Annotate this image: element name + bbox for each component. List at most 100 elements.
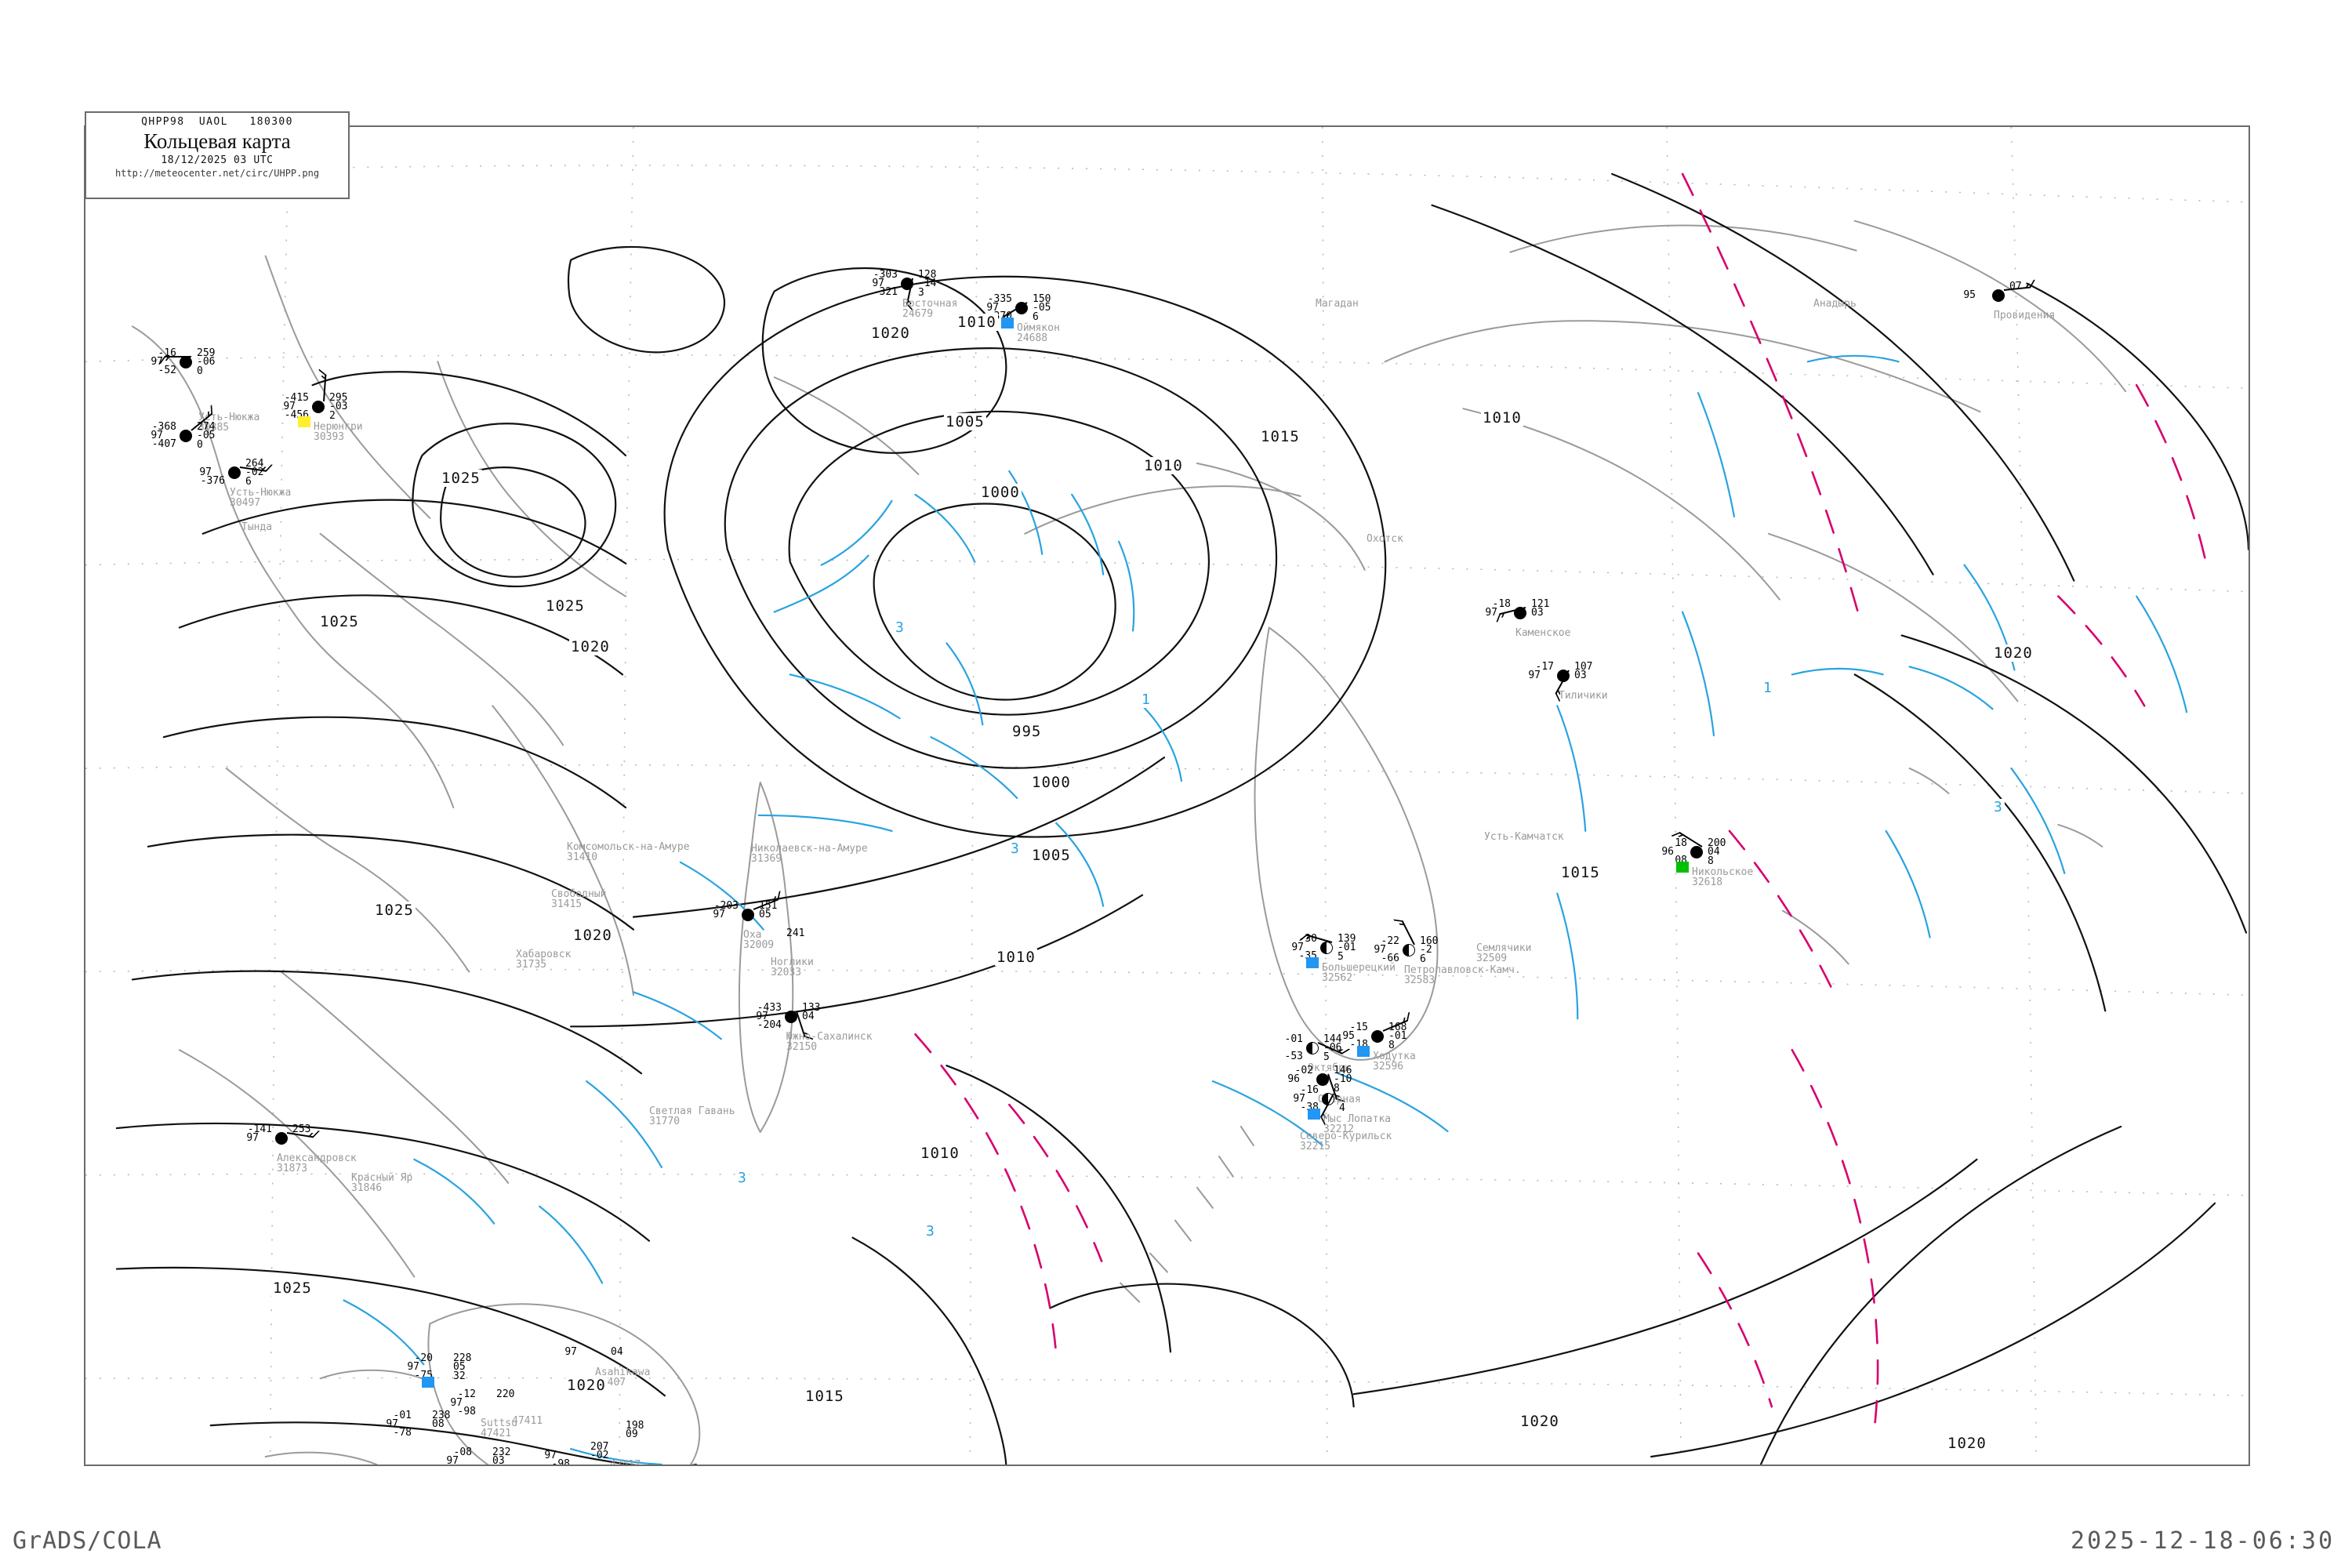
past-weather-value: 6 bbox=[245, 476, 252, 488]
past-weather-value: 6 bbox=[1420, 953, 1426, 965]
station-name: Анадырь bbox=[1813, 298, 1857, 310]
station-id: 32618 bbox=[1692, 877, 1723, 888]
isobar-label: 1025 bbox=[271, 1279, 314, 1297]
past-weather-value: 5 bbox=[1323, 1051, 1330, 1063]
station-name: Хабаровск bbox=[516, 949, 572, 960]
bulletin-header: QHPP98 UAOL 180300 bbox=[141, 116, 293, 128]
temperature-value: -01 bbox=[1284, 1033, 1303, 1045]
cloud-cover-icon bbox=[1320, 942, 1333, 954]
temperature-value: -15 bbox=[1349, 1022, 1368, 1033]
precipitation-marker bbox=[298, 416, 310, 427]
page-title: Кольцевая карта bbox=[143, 129, 291, 153]
precipitation-marker bbox=[1357, 1046, 1370, 1057]
visibility-value: 97 bbox=[446, 1455, 459, 1466]
past-weather-value: 3 bbox=[918, 287, 924, 299]
station-name: Охотск bbox=[1367, 533, 1403, 545]
pressure-value: 07 bbox=[2009, 281, 2022, 292]
render-timestamp: 2025-12-18-06:30 bbox=[2071, 1527, 2335, 1555]
station-name: Нерюнгри bbox=[314, 421, 363, 433]
graticule bbox=[85, 127, 2249, 1465]
temperature-value: -433 bbox=[757, 1002, 782, 1014]
precipitation-marker bbox=[422, 1377, 434, 1388]
isobar-label: 1025 bbox=[544, 597, 586, 615]
pressure-value: 146 bbox=[1334, 1065, 1352, 1076]
temperature-value: -16 bbox=[158, 347, 176, 359]
title-box: QHPP98 UAOL 180300 Кольцевая карта 18/12… bbox=[85, 111, 350, 199]
pressure-tendency-value: -02 bbox=[245, 466, 264, 478]
visibility-value: 97 bbox=[872, 278, 884, 289]
isotherm-label: 3 bbox=[736, 1170, 749, 1186]
isotherm-label: 1 bbox=[1140, 691, 1152, 708]
pressure-value: 259 bbox=[197, 347, 216, 359]
pressure-tendency-value: -10 bbox=[1334, 1073, 1352, 1085]
dewpoint-value: -407 bbox=[151, 438, 176, 450]
pressure-value: 160 bbox=[1420, 935, 1439, 947]
dewpoint-value: -66 bbox=[1381, 953, 1399, 964]
cloud-cover-icon bbox=[1403, 944, 1415, 956]
station-name: Тында bbox=[241, 521, 273, 533]
isobar-label: 1025 bbox=[318, 613, 361, 630]
station-name: Оймякон bbox=[1017, 322, 1060, 334]
isobar-label: 1015 bbox=[804, 1388, 846, 1405]
pressure-value: 238 bbox=[432, 1410, 451, 1421]
dewpoint-value: -78 bbox=[393, 1427, 412, 1439]
isobar-label: 1020 bbox=[1946, 1435, 1988, 1452]
cloud-cover-icon bbox=[1306, 1042, 1319, 1054]
past-weather-value: 6 bbox=[1033, 311, 1039, 323]
visibility-value: 97 bbox=[151, 430, 163, 441]
dewpoint-value: -78 bbox=[454, 1465, 472, 1466]
dewpoint-value: -321 bbox=[873, 286, 898, 298]
pressure-tendency-value: 09 bbox=[626, 1428, 638, 1440]
station-id: 32215 bbox=[1300, 1141, 1331, 1152]
visibility-value: 97 bbox=[756, 1011, 768, 1022]
visibility-value: 97 bbox=[1528, 670, 1541, 681]
isobar-label: 1020 bbox=[869, 325, 912, 342]
temperature-value: -16 bbox=[1300, 1084, 1319, 1096]
station-id: 32009 bbox=[743, 939, 775, 951]
cloud-cover-icon bbox=[312, 401, 325, 413]
isobar-label: 1020 bbox=[1992, 644, 2034, 662]
visibility-value: 95 bbox=[1963, 289, 1976, 301]
isotherm-label: 3 bbox=[924, 1223, 937, 1240]
isotherm-label: 3 bbox=[1009, 840, 1022, 857]
visibility-value: 96 bbox=[1661, 846, 1674, 858]
isobar-label: 1005 bbox=[944, 413, 986, 430]
station-name: Провидения bbox=[1994, 310, 2056, 321]
cloud-cover-icon bbox=[1371, 1030, 1384, 1043]
pressure-value: 207 bbox=[590, 1441, 609, 1453]
station-name: Северо-Курильск bbox=[1300, 1131, 1392, 1142]
station-name: Оха bbox=[743, 929, 762, 941]
temperature-value: -20 bbox=[414, 1352, 433, 1364]
visibility-value: 97 bbox=[1374, 944, 1386, 956]
visibility-value: 97 bbox=[713, 909, 725, 920]
station-id: 30497 bbox=[230, 497, 261, 509]
isobar-label: 1020 bbox=[565, 1377, 608, 1394]
past-weather-value: 8 bbox=[1388, 1040, 1395, 1051]
station-name: Тиличики bbox=[1559, 690, 1608, 702]
station-name: Николаевск-на-Амуре bbox=[751, 843, 868, 855]
station-id: 31415 bbox=[551, 898, 583, 910]
station-name: Свободный bbox=[551, 888, 607, 900]
station-name: Asahikawa bbox=[595, 1367, 651, 1378]
visibility-value: 97 bbox=[407, 1361, 419, 1373]
pressure-tendency-value: 04 bbox=[611, 1346, 623, 1358]
past-weather-value: 32 bbox=[453, 1370, 466, 1382]
cloud-cover-icon bbox=[180, 430, 192, 442]
station-name: Мыс Лопатка bbox=[1323, 1113, 1392, 1125]
isobar-label: 995 bbox=[1011, 723, 1044, 740]
temperature-value: -141 bbox=[247, 1123, 272, 1135]
temperature-value: -203 bbox=[713, 900, 739, 912]
station-name: Южно-Сахалинск bbox=[786, 1031, 873, 1043]
dewpoint-value: -53 bbox=[1284, 1051, 1303, 1062]
precipitation-marker bbox=[1676, 862, 1689, 873]
isobar-label: 1020 bbox=[1519, 1413, 1561, 1430]
pressure-tendency-value: -01 bbox=[1388, 1030, 1407, 1042]
precipitation-marker bbox=[1001, 318, 1014, 328]
station-id: 32509 bbox=[1476, 953, 1508, 964]
station-id: 24688 bbox=[1017, 332, 1048, 344]
temperature-value: -30 bbox=[1298, 933, 1317, 945]
station-id: 47417 bbox=[610, 1459, 641, 1466]
past-weather-value: 5 bbox=[1338, 951, 1344, 963]
pressure-tendency-value: 04 bbox=[802, 1011, 815, 1022]
station-name: Комсомольск-на-Амуре bbox=[567, 841, 690, 853]
